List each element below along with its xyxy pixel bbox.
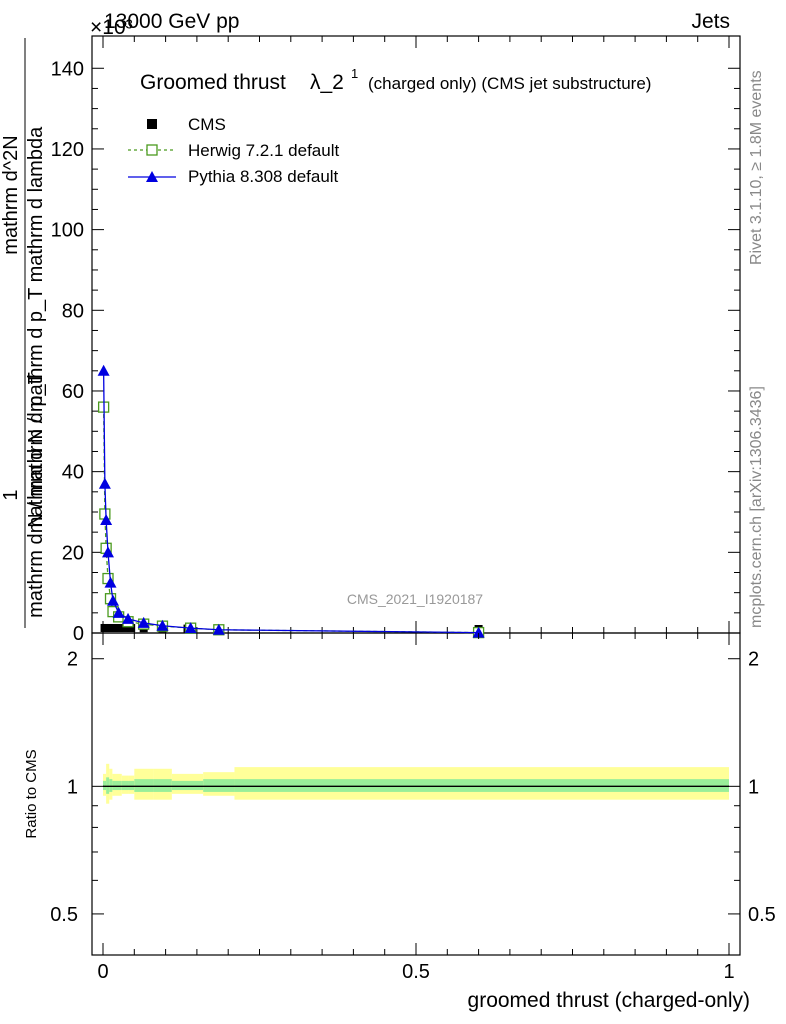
- ratio-stat-band: [109, 779, 113, 792]
- ratio-y-tick-label: 1: [67, 776, 78, 798]
- main-y-tick-label: 120: [51, 139, 84, 161]
- ratio-x-tick-label: 0: [97, 961, 108, 983]
- ratio-stat-band: [106, 777, 110, 794]
- legend: CMS Herwig 7.2.1 default Pythia 8.308 de…: [128, 115, 339, 186]
- pythia-data-point: [100, 514, 113, 526]
- ratio-stat-band: [121, 780, 129, 791]
- process-label: Jets: [691, 10, 730, 33]
- pythia-data-point: [472, 626, 485, 638]
- ratio-x-axis: 0 0.5 1: [97, 633, 735, 983]
- pythia-data-point: [104, 576, 117, 588]
- ratio-stat-band: [153, 779, 172, 792]
- plot-title: Groomed thrust λ_2 1 (charged only) (CMS…: [140, 66, 651, 94]
- main-ylabel: 1 mathrm d N / mathrm d p_T mathrm d lam…: [0, 126, 47, 618]
- main-y-tick-label: 20: [62, 542, 84, 564]
- ratio-y-tick-label: 0.5: [50, 904, 78, 926]
- main-y-tick-label: 100: [51, 220, 84, 242]
- title-suffix: (charged only) (CMS jet substructure): [368, 74, 651, 93]
- main-y-tick-label: 0: [73, 623, 84, 645]
- main-y-tick-label: 40: [62, 462, 84, 484]
- pythia-data-point: [107, 594, 120, 606]
- mcplots-label: mcplots.cern.ch [arXiv:1306.3436]: [748, 386, 765, 628]
- analysis-watermark: CMS_2021_I1920187: [347, 591, 483, 607]
- ratio-ylabel: Ratio to CMS: [23, 749, 40, 838]
- legend-herwig-marker: [146, 144, 158, 156]
- ratio-x-tick-label: 0.5: [402, 961, 430, 983]
- ratio-bands: [103, 763, 729, 804]
- ylabel-line1: mathrm d N / mathrm d p_T mathrm d lambd…: [25, 126, 47, 533]
- ratio-x-tick-label: 1: [723, 961, 734, 983]
- pythia-data-point: [102, 546, 115, 558]
- ratio-y-tick-label-right: 2: [748, 649, 759, 671]
- ratio-y-tick-label: 2: [67, 649, 78, 671]
- ratio-stat-band: [234, 779, 729, 792]
- pythia-data-point: [137, 616, 150, 628]
- pythia-data-point: [112, 606, 125, 618]
- ratio-y-axis: 0.5 0.5 1 1 2 2: [50, 649, 776, 926]
- yscale-exponent: ×10³: [90, 16, 133, 39]
- legend-herwig-label: Herwig 7.2.1 default: [188, 141, 339, 160]
- title-lambda: λ_2: [310, 71, 344, 94]
- cms-data-point: [109, 623, 118, 632]
- legend-pythia-marker: [146, 171, 158, 182]
- ylabel-numerator: 1: [0, 489, 22, 500]
- legend-pythia-label: Pythia 8.308 default: [188, 167, 339, 186]
- ratio-stat-band: [128, 780, 135, 791]
- ratio-y-tick-label-right: 1: [748, 776, 759, 798]
- main-plot-series: [97, 364, 485, 639]
- cms-data-point: [120, 623, 129, 632]
- pythia-data-point: [122, 612, 135, 624]
- ratio-stat-band: [171, 780, 204, 791]
- main-y-axis: 0 20 40 60 80 100 120 140: [51, 58, 740, 645]
- ylabel-line3: mathrm d^2N: [0, 135, 22, 254]
- cms-data-point: [127, 623, 136, 632]
- title-superscript: 1: [351, 66, 358, 81]
- ylabel-line2: mathrm d N / mathrm d p_T: [25, 372, 47, 618]
- ratio-stat-band: [115, 780, 122, 791]
- main-y-tick-label: 60: [62, 381, 84, 403]
- ratio-y-tick-label-right: 0.5: [748, 904, 776, 926]
- title-main: Groomed thrust: [140, 71, 286, 94]
- ratio-stat-band: [103, 780, 107, 791]
- legend-cms-marker: [147, 119, 157, 129]
- ratio-stat-band: [112, 780, 116, 791]
- cms-data-point: [114, 623, 123, 632]
- rivet-label: Rivet 3.1.10, ≥ 1.8M events: [748, 70, 765, 265]
- pythia-data-point: [184, 622, 197, 634]
- main-y-tick-label: 80: [62, 300, 84, 322]
- energy-label: 13000 GeV pp: [104, 10, 239, 33]
- pythia-data-point: [212, 623, 225, 635]
- pythia-data-point: [156, 619, 169, 631]
- legend-cms-label: CMS: [188, 115, 226, 134]
- pythia-data-point: [98, 477, 111, 489]
- pythia-data-point: [97, 364, 110, 376]
- xlabel: groomed thrust (charged-only): [468, 989, 750, 1012]
- main-y-tick-label: 140: [51, 58, 84, 80]
- ratio-stat-band: [134, 779, 154, 792]
- ratio-stat-band: [203, 779, 235, 792]
